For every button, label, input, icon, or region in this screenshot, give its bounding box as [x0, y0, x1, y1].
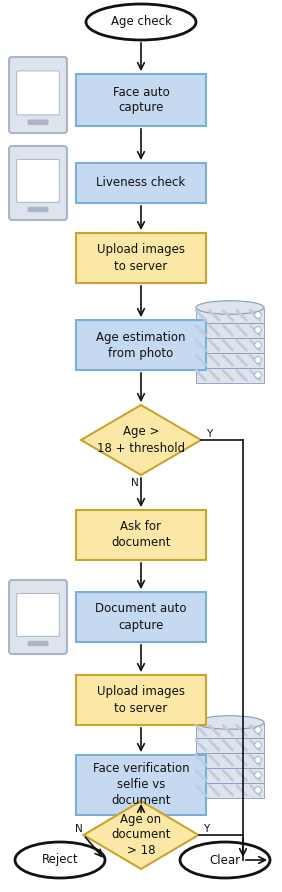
- FancyBboxPatch shape: [28, 120, 48, 125]
- Circle shape: [255, 727, 261, 733]
- FancyBboxPatch shape: [196, 782, 264, 797]
- Text: Ask for
document: Ask for document: [111, 521, 171, 549]
- Text: Age >
18 + threshold: Age > 18 + threshold: [97, 425, 185, 455]
- FancyBboxPatch shape: [196, 723, 264, 738]
- Text: Document auto
capture: Document auto capture: [95, 602, 187, 632]
- FancyBboxPatch shape: [76, 510, 206, 560]
- Ellipse shape: [15, 842, 105, 878]
- FancyBboxPatch shape: [28, 207, 48, 212]
- FancyBboxPatch shape: [17, 70, 59, 115]
- FancyBboxPatch shape: [196, 767, 264, 782]
- FancyBboxPatch shape: [76, 233, 206, 283]
- Polygon shape: [81, 405, 201, 475]
- Ellipse shape: [196, 715, 264, 730]
- FancyBboxPatch shape: [17, 160, 59, 202]
- Ellipse shape: [86, 4, 196, 40]
- Circle shape: [255, 787, 261, 793]
- Text: Age estimation
from photo: Age estimation from photo: [96, 331, 186, 359]
- Text: Y: Y: [206, 429, 212, 439]
- Circle shape: [255, 342, 261, 348]
- FancyBboxPatch shape: [196, 352, 264, 368]
- FancyBboxPatch shape: [196, 308, 264, 323]
- Ellipse shape: [196, 301, 264, 314]
- Text: Age on
document
> 18: Age on document > 18: [111, 813, 171, 857]
- FancyBboxPatch shape: [76, 320, 206, 370]
- FancyBboxPatch shape: [9, 57, 67, 133]
- Text: Upload images
to server: Upload images to server: [97, 685, 185, 714]
- FancyBboxPatch shape: [76, 163, 206, 203]
- Circle shape: [255, 326, 261, 334]
- FancyBboxPatch shape: [9, 580, 67, 654]
- FancyBboxPatch shape: [76, 74, 206, 126]
- Circle shape: [255, 756, 261, 764]
- FancyBboxPatch shape: [196, 753, 264, 767]
- Text: Y: Y: [204, 824, 210, 834]
- Text: N: N: [131, 478, 139, 488]
- FancyBboxPatch shape: [196, 337, 264, 352]
- FancyBboxPatch shape: [76, 592, 206, 642]
- Circle shape: [255, 357, 261, 363]
- Text: Liveness check: Liveness check: [96, 177, 186, 189]
- Text: Age check: Age check: [111, 15, 171, 29]
- Circle shape: [255, 742, 261, 748]
- FancyBboxPatch shape: [17, 593, 59, 636]
- FancyBboxPatch shape: [76, 755, 206, 815]
- Circle shape: [255, 311, 261, 318]
- Text: Clear: Clear: [210, 854, 241, 866]
- FancyBboxPatch shape: [196, 738, 264, 753]
- Text: Upload images
to server: Upload images to server: [97, 244, 185, 272]
- FancyBboxPatch shape: [196, 368, 264, 383]
- FancyBboxPatch shape: [28, 641, 48, 646]
- Text: N: N: [75, 824, 82, 834]
- Polygon shape: [83, 801, 199, 869]
- Text: Face verification
selfie vs
document: Face verification selfie vs document: [93, 763, 189, 807]
- FancyBboxPatch shape: [196, 323, 264, 337]
- Text: Reject: Reject: [42, 854, 78, 866]
- FancyBboxPatch shape: [76, 675, 206, 725]
- Ellipse shape: [180, 842, 270, 878]
- Circle shape: [255, 772, 261, 779]
- FancyBboxPatch shape: [9, 146, 67, 220]
- Text: Face auto
capture: Face auto capture: [113, 86, 169, 114]
- Circle shape: [255, 372, 261, 378]
